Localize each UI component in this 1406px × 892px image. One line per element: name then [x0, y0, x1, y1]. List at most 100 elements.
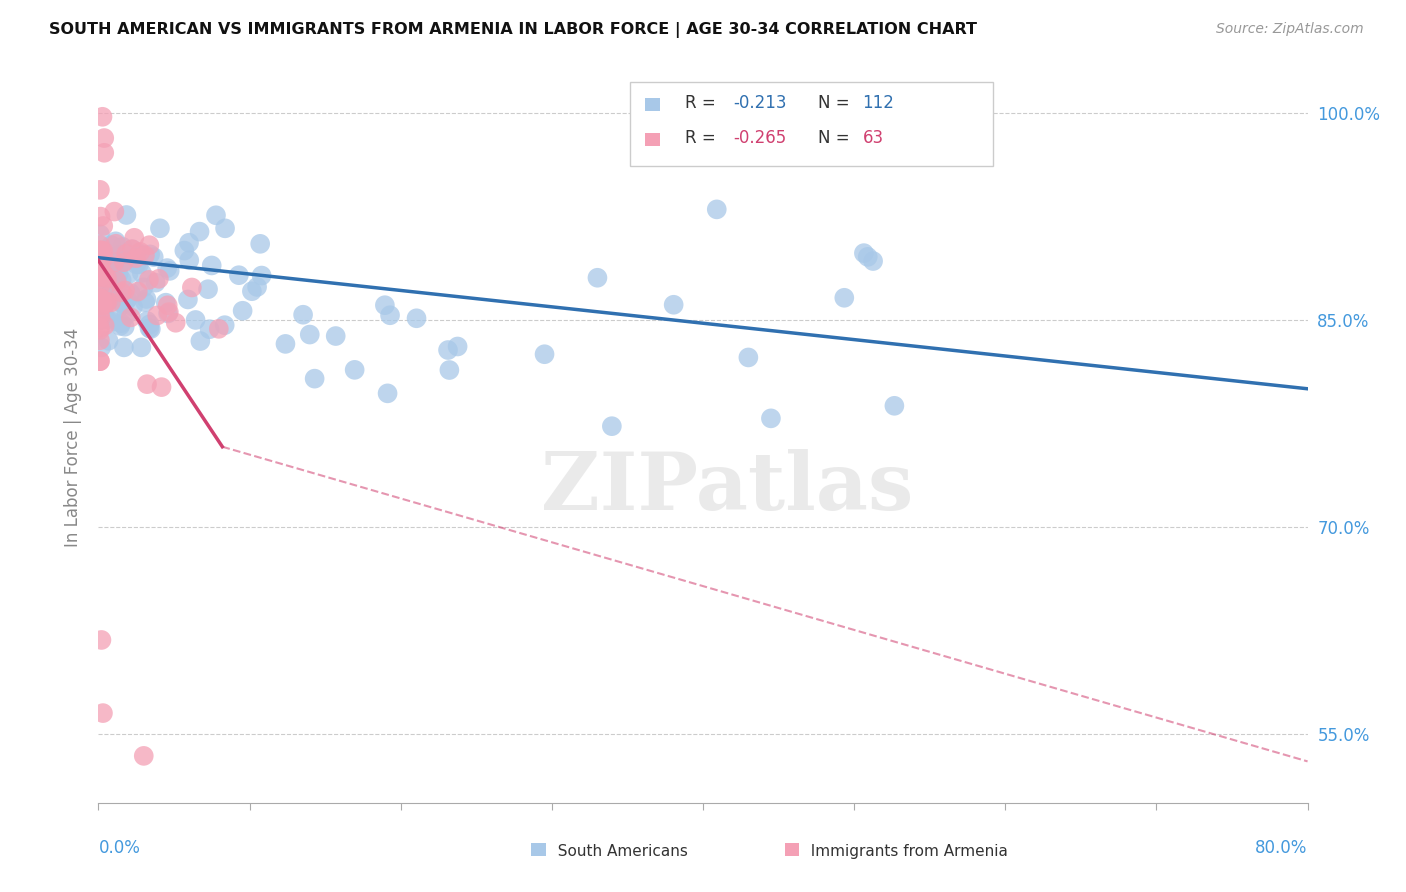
Point	[139, 322, 162, 336]
Point	[103, 255, 125, 269]
Point	[325, 329, 347, 343]
Point	[145, 276, 167, 290]
Point	[138, 238, 160, 252]
Text: Source: ZipAtlas.com: Source: ZipAtlas.com	[1216, 22, 1364, 37]
Point	[249, 236, 271, 251]
Text: N =: N =	[818, 94, 855, 112]
FancyBboxPatch shape	[630, 82, 993, 167]
Point	[132, 280, 155, 294]
Point	[343, 363, 366, 377]
Point	[107, 267, 129, 281]
Point	[110, 252, 132, 267]
Point	[832, 291, 855, 305]
Text: N =: N =	[818, 129, 855, 147]
Bar	[785, 843, 799, 856]
Point	[136, 314, 159, 328]
Point	[115, 308, 138, 322]
Point	[96, 294, 118, 309]
Point	[90, 244, 112, 258]
Point	[157, 305, 180, 319]
Point	[142, 250, 165, 264]
Point	[120, 310, 142, 325]
Point	[111, 273, 134, 287]
Point	[134, 248, 156, 262]
Point	[90, 265, 112, 279]
Point	[90, 259, 112, 273]
Text: South Americans: South Americans	[548, 845, 688, 859]
Point	[105, 272, 128, 286]
Point	[232, 303, 254, 318]
Point	[90, 340, 112, 354]
Point	[298, 327, 321, 342]
Point	[586, 270, 609, 285]
Point	[89, 243, 111, 257]
Point	[177, 293, 200, 307]
Point	[173, 244, 195, 258]
Point	[135, 292, 157, 306]
Point	[112, 340, 135, 354]
Point	[89, 238, 111, 252]
Point	[149, 221, 172, 235]
FancyBboxPatch shape	[645, 98, 661, 111]
Point	[91, 706, 114, 720]
Point	[139, 247, 162, 261]
Point	[180, 280, 202, 294]
Point	[437, 343, 460, 357]
Point	[89, 310, 111, 325]
Point	[856, 250, 879, 264]
Point	[98, 251, 121, 265]
Point	[190, 334, 212, 348]
Point	[91, 299, 114, 313]
Point	[90, 632, 112, 647]
Point	[111, 295, 134, 310]
Point	[94, 296, 117, 310]
Point	[179, 253, 201, 268]
Point	[93, 251, 115, 265]
Point	[374, 298, 396, 312]
Point	[90, 311, 112, 326]
Point	[96, 287, 118, 301]
Point	[131, 340, 153, 354]
Text: SOUTH AMERICAN VS IMMIGRANTS FROM ARMENIA IN LABOR FORCE | AGE 30-34 CORRELATION: SOUTH AMERICAN VS IMMIGRANTS FROM ARMENI…	[49, 22, 977, 38]
Point	[706, 202, 728, 217]
Point	[121, 242, 143, 256]
Text: 63: 63	[863, 129, 884, 147]
Point	[240, 284, 263, 298]
Point	[148, 272, 170, 286]
Point	[111, 297, 134, 311]
Point	[105, 261, 128, 276]
Point	[89, 183, 111, 197]
Point	[737, 351, 759, 365]
Point	[93, 268, 115, 282]
Point	[129, 244, 152, 259]
Point	[96, 277, 118, 291]
Point	[156, 261, 179, 276]
Point	[146, 309, 169, 323]
Point	[197, 282, 219, 296]
Point	[120, 286, 142, 301]
Point	[100, 238, 122, 252]
Point	[128, 258, 150, 272]
Point	[177, 235, 200, 250]
Point	[439, 363, 461, 377]
Point	[246, 280, 269, 294]
Point	[104, 265, 127, 279]
Point	[93, 268, 115, 282]
Point	[188, 225, 211, 239]
Point	[138, 321, 160, 335]
Point	[125, 251, 148, 265]
Bar	[531, 843, 546, 856]
Point	[125, 257, 148, 271]
Point	[97, 334, 120, 348]
Point	[89, 291, 111, 305]
Point	[89, 278, 111, 293]
Point	[91, 110, 114, 124]
Point	[100, 295, 122, 310]
Point	[446, 339, 468, 353]
Point	[100, 290, 122, 304]
Point	[97, 293, 120, 307]
Point	[89, 292, 111, 306]
Text: R =: R =	[685, 94, 721, 112]
Point	[198, 322, 221, 336]
Point	[115, 246, 138, 260]
